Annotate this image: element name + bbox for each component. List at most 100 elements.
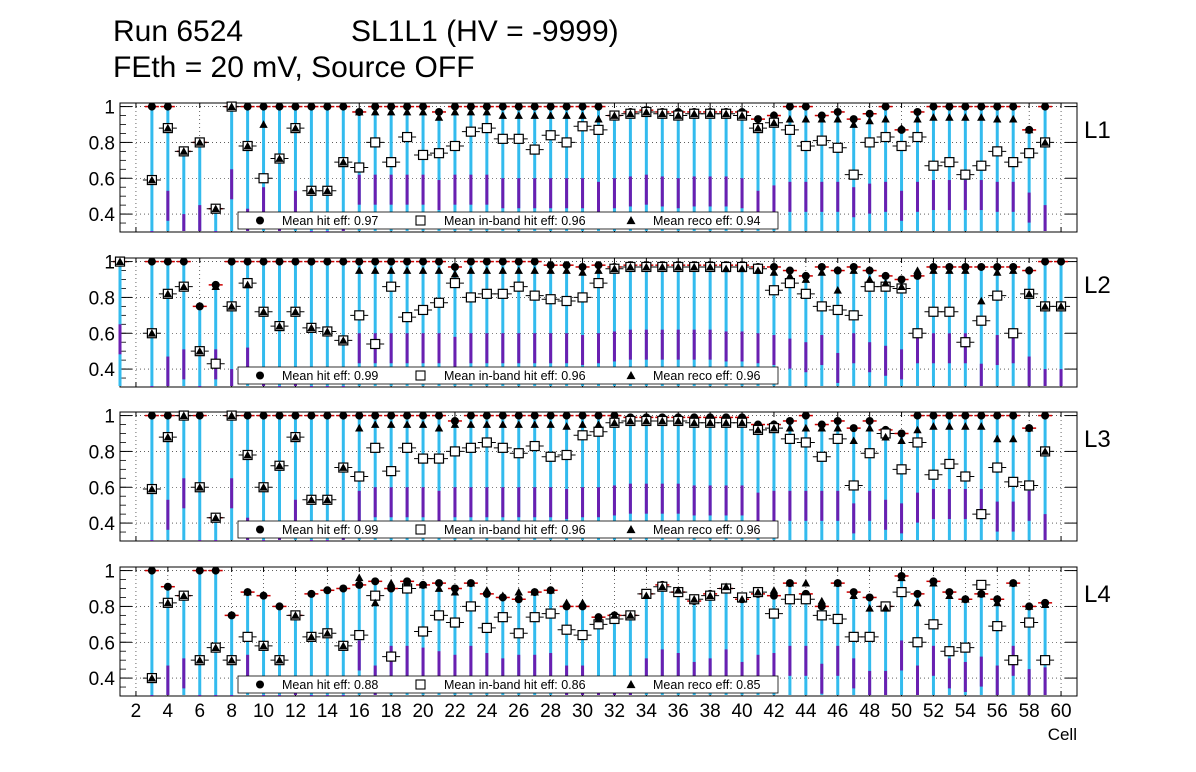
reco-eff-point	[195, 655, 204, 664]
reco-eff-point	[961, 422, 970, 430]
reco-eff-point	[801, 423, 811, 432]
hit-eff-point	[769, 262, 778, 271]
hit-eff-point	[387, 584, 396, 593]
reco-eff-point	[1040, 600, 1050, 608]
reco-eff-point	[466, 266, 476, 274]
inband-eff-point	[593, 426, 604, 437]
x-tick-label: 4	[163, 701, 174, 722]
reco-eff-point	[371, 420, 380, 428]
inband-eff-point	[832, 142, 843, 153]
run-title: Run 6524	[113, 15, 244, 48]
x-tick-label: 18	[381, 701, 402, 722]
reco-eff-point	[434, 584, 444, 592]
reco-eff-point	[514, 266, 523, 274]
reco-eff-point	[610, 418, 619, 427]
hit-eff-point	[578, 102, 587, 111]
inband-eff-point	[433, 148, 445, 159]
inband-eff-point	[481, 288, 492, 299]
reco-eff-point	[482, 420, 492, 428]
legend-inband-label: Mean in-band hit eff: 0.96	[444, 523, 586, 537]
hit-eff-point	[817, 262, 826, 271]
legend-reco-label: Mean reco eff: 0.96	[653, 369, 761, 383]
x-tick-label: 60	[1050, 701, 1071, 722]
legend-hit-marker	[256, 371, 264, 380]
inband-eff-point	[417, 453, 429, 464]
y-tick-label: 0.6	[89, 478, 115, 499]
x-tick-label: 34	[636, 701, 658, 722]
reco-eff-point	[881, 432, 890, 441]
hit-eff-point	[977, 102, 986, 111]
inband-eff-point	[417, 626, 429, 637]
x-tick-label: 36	[668, 701, 689, 722]
inband-eff-point	[896, 586, 907, 598]
inband-eff-point	[800, 288, 811, 299]
hit-eff-point	[881, 102, 890, 111]
reco-eff-point	[897, 123, 906, 132]
reco-eff-point	[897, 436, 906, 445]
reco-eff-point	[259, 483, 268, 491]
reco-eff-point	[307, 323, 316, 332]
hit-eff-point	[1041, 257, 1050, 266]
panel-label: L4	[1084, 581, 1111, 608]
reco-eff-point	[658, 262, 667, 271]
hit-eff-point	[913, 411, 922, 420]
inband-eff-point	[768, 608, 780, 619]
reco-eff-point	[594, 114, 603, 123]
reco-eff-point	[339, 336, 348, 344]
hit-eff-point	[562, 411, 571, 420]
inband-eff-point	[912, 437, 923, 448]
x-tick-label: 50	[891, 701, 912, 722]
hit-eff-point	[227, 611, 236, 620]
panel-label: L3	[1084, 426, 1111, 453]
reco-eff-point	[211, 204, 220, 213]
hit-eff-point	[769, 591, 778, 600]
reco-eff-point	[849, 120, 858, 128]
reco-eff-point	[243, 141, 252, 150]
reco-eff-point	[355, 573, 364, 582]
reco-eff-point	[339, 641, 348, 650]
reco-eff-point	[227, 102, 236, 110]
inband-eff-point	[513, 628, 524, 639]
x-tick-label: 8	[226, 701, 237, 722]
reco-eff-point	[434, 266, 444, 274]
inband-eff-point	[848, 631, 859, 642]
inband-eff-point	[800, 594, 811, 605]
reco-eff-point	[386, 266, 396, 274]
inband-eff-point	[513, 281, 524, 292]
hit-eff-point	[610, 411, 619, 420]
reco-eff-point	[307, 632, 316, 641]
reco-eff-point	[753, 425, 763, 434]
reco-eff-point	[690, 262, 699, 271]
inband-eff-point	[561, 449, 572, 461]
hit-eff-point	[993, 262, 1002, 271]
hit-eff-point	[307, 102, 316, 111]
reco-eff-point	[769, 423, 779, 432]
hit-eff-point	[785, 102, 794, 111]
hit-eff-point	[435, 257, 443, 266]
hit-eff-point	[419, 411, 428, 420]
hit-eff-point	[498, 102, 507, 111]
hit-eff-point	[562, 102, 571, 111]
reco-eff-point	[721, 109, 731, 118]
hit-eff-point	[403, 257, 412, 266]
reco-eff-point	[961, 113, 970, 121]
hit-eff-point	[977, 262, 986, 271]
inband-eff-point	[497, 133, 508, 144]
hit-eff-point	[307, 411, 316, 420]
reco-eff-point	[849, 591, 858, 600]
inband-eff-point	[960, 169, 971, 180]
reco-eff-point	[1009, 578, 1018, 587]
reco-eff-point	[945, 591, 954, 600]
hit-eff-point	[945, 411, 954, 420]
reco-eff-point	[115, 257, 125, 265]
hit-eff-point	[355, 411, 364, 420]
reco-eff-point	[546, 420, 555, 428]
inband-eff-point	[832, 613, 843, 625]
hit-eff-point	[243, 257, 252, 266]
hit-eff-point	[1041, 102, 1050, 111]
reco-eff-point	[690, 595, 699, 603]
legend-hit-label: Mean hit eff: 0.88	[282, 678, 378, 692]
hit-eff-point	[387, 257, 396, 266]
inband-eff-point	[370, 137, 381, 148]
reco-eff-point	[418, 107, 428, 116]
